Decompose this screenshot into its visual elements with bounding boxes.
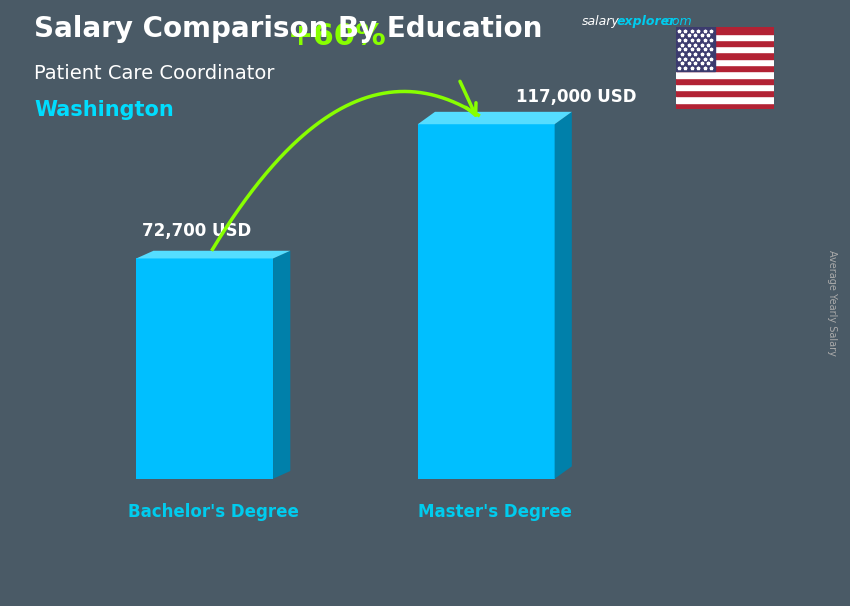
Text: 117,000 USD: 117,000 USD xyxy=(516,88,637,106)
Text: 72,700 USD: 72,700 USD xyxy=(142,222,252,240)
Bar xyxy=(676,40,774,46)
Bar xyxy=(676,78,774,84)
Bar xyxy=(676,65,774,72)
Bar xyxy=(676,27,774,33)
Bar xyxy=(676,53,774,59)
Text: explorer: explorer xyxy=(616,15,676,28)
Polygon shape xyxy=(417,112,572,124)
Bar xyxy=(676,59,774,65)
Text: Salary Comparison By Education: Salary Comparison By Education xyxy=(34,15,542,43)
Text: Master's Degree: Master's Degree xyxy=(418,503,572,521)
Bar xyxy=(676,46,774,53)
Text: .com: .com xyxy=(661,15,692,28)
Text: Patient Care Coordinator: Patient Care Coordinator xyxy=(34,64,275,82)
Polygon shape xyxy=(136,251,291,259)
Polygon shape xyxy=(136,259,273,479)
Bar xyxy=(676,90,774,96)
Text: Average Yearly Salary: Average Yearly Salary xyxy=(827,250,837,356)
Bar xyxy=(676,84,774,90)
Text: salary: salary xyxy=(582,15,620,28)
Text: Washington: Washington xyxy=(34,100,173,120)
Bar xyxy=(676,103,774,109)
Bar xyxy=(676,27,715,72)
Bar xyxy=(676,72,774,78)
Text: +60%: +60% xyxy=(288,22,387,51)
Polygon shape xyxy=(417,124,554,479)
Polygon shape xyxy=(554,112,572,479)
Bar xyxy=(676,33,774,40)
Bar xyxy=(676,96,774,103)
Polygon shape xyxy=(273,251,291,479)
Text: Bachelor's Degree: Bachelor's Degree xyxy=(128,503,298,521)
